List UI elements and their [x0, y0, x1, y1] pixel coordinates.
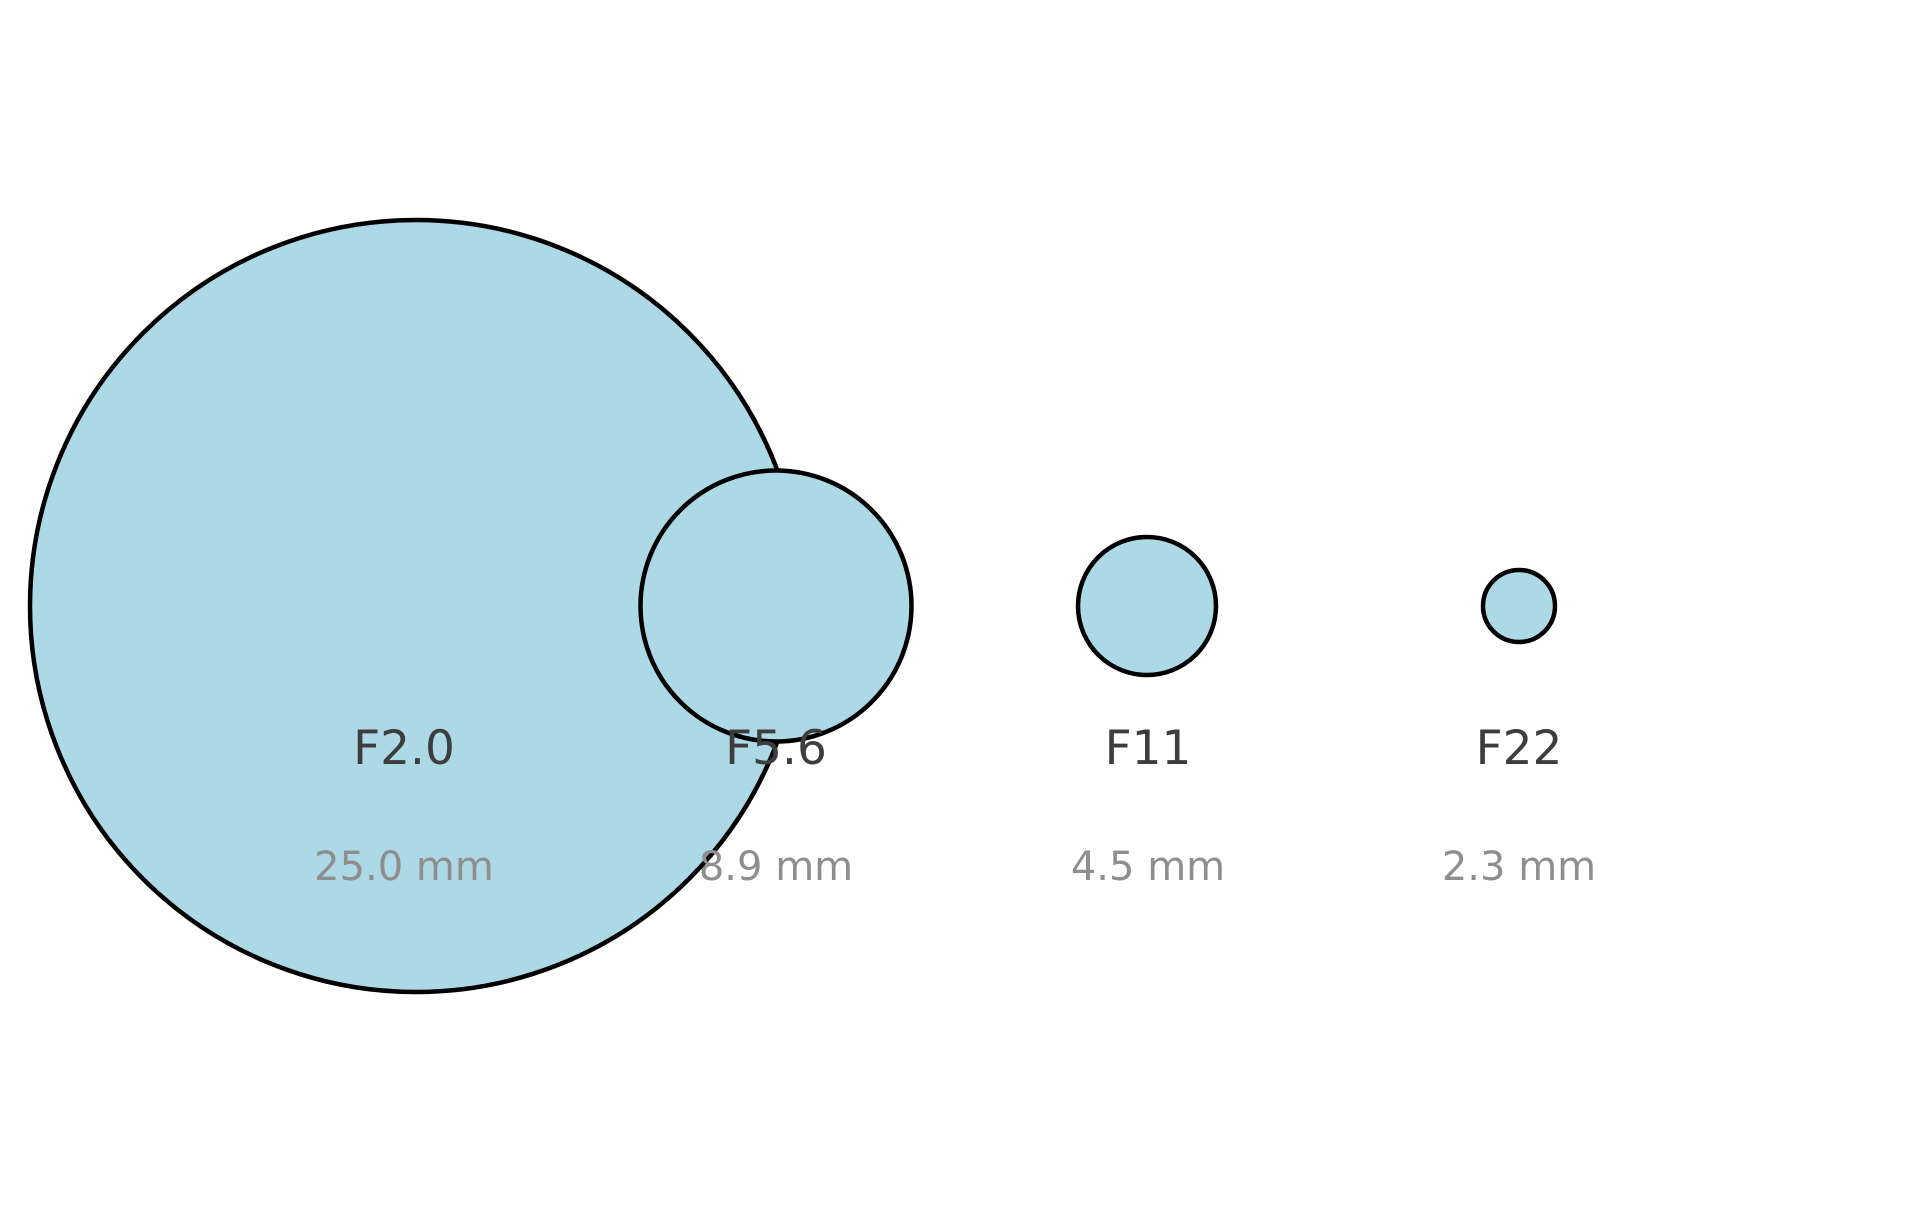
diameter-label-f5-6: 8.9 mm — [699, 844, 853, 890]
diameter-label-f2-0: 25.0 mm — [314, 844, 494, 890]
fstop-label-f11: F11 — [1105, 721, 1192, 776]
fstop-label-f2-0: F2.0 — [353, 721, 455, 776]
aperture-circles-layer — [27, 217, 1558, 995]
aperture-circle-f22 — [1480, 567, 1558, 645]
fstop-label-f22: F22 — [1476, 721, 1563, 776]
aperture-labels-layer: F2.0 25.0 mm F5.6 8.9 mm F11 4.5 mm F22 2.3 mm — [314, 721, 1596, 890]
diameter-label-f11: 4.5 mm — [1071, 844, 1225, 890]
fstop-label-f5-6: F5.6 — [725, 721, 827, 776]
diameter-label-f22: 2.3 mm — [1442, 844, 1596, 890]
aperture-circle-f11 — [1075, 534, 1219, 678]
aperture-circle-f5-6 — [638, 468, 914, 744]
